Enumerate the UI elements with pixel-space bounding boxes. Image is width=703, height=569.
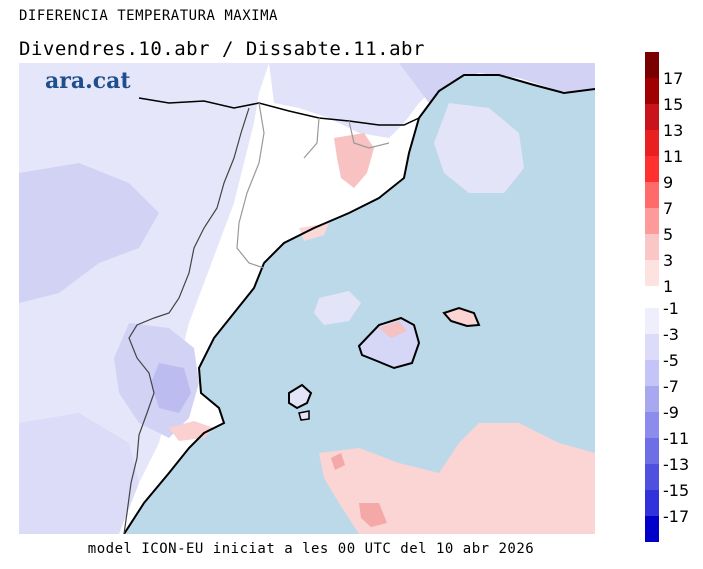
legend-negative-swatch [645,412,659,438]
legend-positive-swatch [645,78,659,104]
cool-area-east-france [399,63,595,103]
legend-negative-label: -5 [663,351,679,370]
color-scale-legend: 17 15 13 11 9 7 5 3 1 -1 -3 -5 -7 -9 -11 -13 -15 -17 [645,52,689,542]
legend-negative-swatch [645,438,659,464]
negative-scale: -1 -3 -5 -7 -9 -11 -13 -15 -17 [645,299,689,542]
legend-negative-swatch [645,464,659,490]
legend-negative-swatch [645,308,659,334]
legend-positive-label: 13 [663,121,683,140]
cool-area-ebro-dark [151,363,191,413]
warm-area-sea-hot2 [359,503,387,527]
legend-negative-label: -7 [663,377,679,396]
legend-negative-label: -9 [663,403,679,422]
legend-positive-label: 11 [663,147,683,166]
coastline [123,74,595,534]
cool-area-sea-patch [314,291,361,325]
model-info-footer: model ICON-EU iniciat a les 00 UTC del 1… [87,541,535,557]
legend-positive-swatch [645,104,659,130]
date-range-subtitle: Divendres.10.abr / Dissabte.11.abr [19,38,425,60]
temperature-difference-map: ara.cat [19,63,595,534]
legend-negative-label: -3 [663,325,679,344]
positive-scale: 17 15 13 11 9 7 5 3 1 [645,52,683,296]
island-ibiza [288,383,313,410]
legend-negative-swatch [645,386,659,412]
legend-negative-swatch [645,490,659,516]
island-mallorca-warm [379,321,407,338]
cool-area-north [269,63,449,138]
chart-title: DIFERENCIA TEMPERATURA MAXIMA [19,8,278,24]
cool-area-gulf [434,103,524,193]
legend-positive-label: 5 [663,225,673,244]
legend-positive-swatch [645,52,659,78]
legend-negative-label: -15 [663,481,689,500]
legend-positive-swatch [645,260,659,286]
regional-border [123,107,250,534]
island-formentera [298,410,310,421]
legend-positive-label: 3 [663,251,673,270]
legend-negative-label: -17 [663,507,689,526]
legend-negative-swatch [645,516,659,542]
legend-negative-swatch [645,360,659,386]
ara-cat-logo: ara.cat [45,68,131,94]
warm-area-sea-hot1 [331,453,345,470]
legend-positive-swatch [645,234,659,260]
legend-positive-label: 7 [663,199,673,218]
island-menorca [442,306,481,328]
legend-positive-swatch [645,156,659,182]
cool-area-south-coast [19,413,139,534]
warm-area-sea-south [319,423,595,534]
legend-positive-swatch [645,208,659,234]
warm-area-south-coast [169,421,214,441]
legend-positive-swatch [645,182,659,208]
legend-positive-label: 17 [663,69,683,88]
province-border [236,102,390,269]
legend-negative-label: -1 [663,299,679,318]
legend-positive-label: 1 [663,277,673,296]
legend-positive-label: 15 [663,95,683,114]
legend-negative-label: -13 [663,455,689,474]
cool-area-west-dark [19,163,159,303]
legend-positive-label: 9 [663,173,673,192]
legend-negative-swatch [645,334,659,360]
legend-negative-label: -11 [663,429,689,448]
national-border [138,97,420,126]
warm-area-coast [299,223,329,241]
legend-positive-swatch [645,130,659,156]
